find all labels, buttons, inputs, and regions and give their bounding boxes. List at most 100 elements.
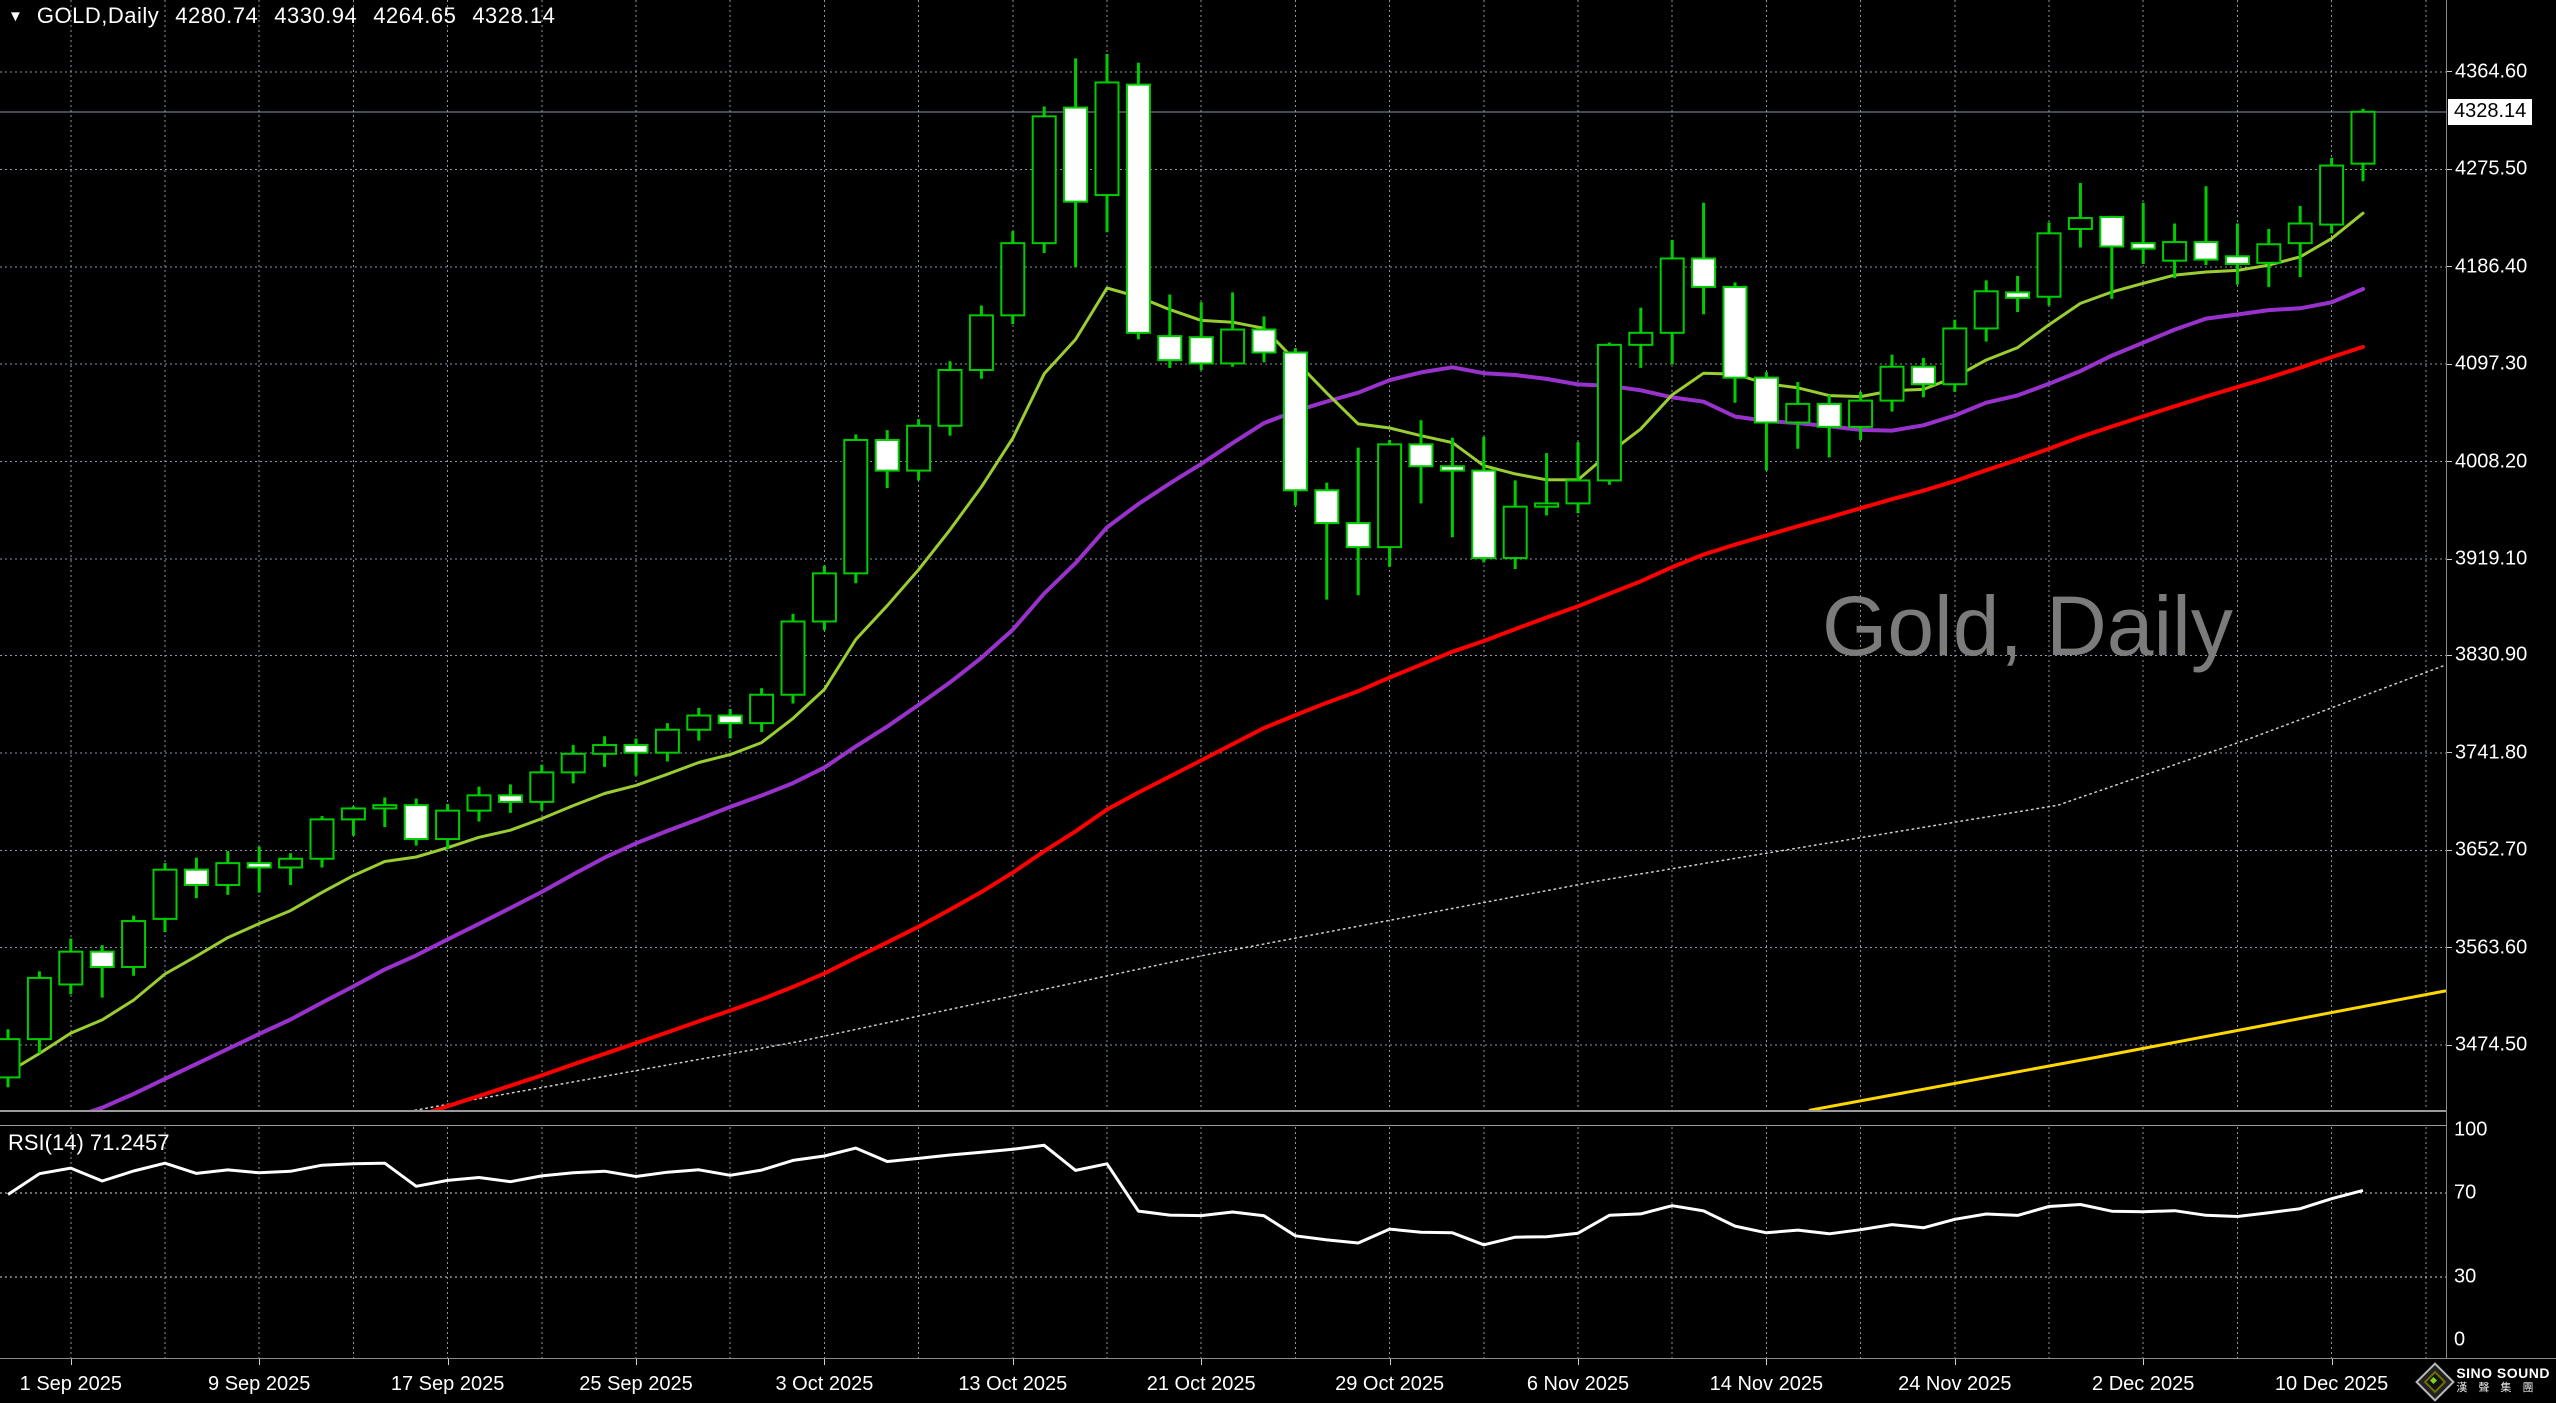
bear-candle-body — [1157, 335, 1183, 362]
bull-candle-body — [592, 744, 618, 755]
price-axis-tick — [2447, 168, 2452, 170]
ohlc-high-value: 4330.94 — [274, 3, 358, 28]
bull-candle-body — [968, 314, 994, 371]
time-axis-tick — [1954, 1359, 1956, 1365]
bull-candle-body — [2256, 243, 2282, 264]
bear-candle-body — [1471, 469, 1497, 560]
bull-candle-body — [0, 1038, 21, 1079]
rsi-indicator-label: RSI(14) 71.2457 — [8, 1130, 170, 1155]
rsi-panel-canvas[interactable] — [0, 1127, 2446, 1358]
bear-candle-body — [623, 744, 649, 754]
bull-candle-body — [340, 807, 366, 821]
bull-candle-body — [906, 424, 932, 472]
time-axis-label: 24 Nov 2025 — [1898, 1373, 2012, 1395]
price-axis-tick — [2447, 849, 2452, 851]
time-axis-label: 6 Nov 2025 — [1526, 1373, 1630, 1395]
time-axis-tick — [824, 1359, 826, 1365]
price-axis-label: 3474.50 — [2455, 1033, 2528, 1056]
ma-slow-red-line — [429, 344, 2365, 1110]
bull-candle-body — [1973, 290, 1999, 330]
bull-candle-body — [780, 620, 806, 696]
price-axis-tick — [2447, 461, 2452, 463]
price-axis-label: 4186.40 — [2455, 255, 2528, 278]
bull-candle-body — [2036, 232, 2062, 298]
ohlc-low-value: 4264.65 — [373, 3, 457, 28]
bear-candle-body — [1408, 443, 1434, 468]
time-axis-tick — [1389, 1359, 1391, 1365]
bull-candle-body — [26, 976, 52, 1041]
bull-candle-body — [1848, 399, 1874, 428]
panel-separator[interactable] — [0, 1110, 2447, 1112]
price-axis-label: 4097.30 — [2455, 352, 2528, 375]
bear-candle-body — [403, 804, 429, 841]
bull-candle-body — [1094, 81, 1120, 197]
bull-candle-body — [686, 714, 712, 731]
time-axis-label: 1 Sep 2025 — [19, 1373, 122, 1395]
bull-candle-body — [2319, 164, 2345, 226]
price-axis-tick — [2447, 654, 2452, 656]
bear-candle-body — [2099, 215, 2125, 248]
price-axis-tick — [2447, 71, 2452, 73]
rsi-axis-label: 0 — [2454, 1328, 2466, 1351]
price-axis-label: 4275.50 — [2455, 157, 2528, 180]
price-axis-label: 3741.80 — [2455, 741, 2528, 764]
bear-candle-body — [1188, 336, 1214, 365]
bull-candle-body — [560, 752, 586, 774]
ma-fast-yellowgreen-line — [6, 211, 2365, 1074]
time-axis-tick — [1766, 1359, 1768, 1365]
bear-candle-body — [1125, 83, 1151, 334]
ohlc-close-value: 4328.14 — [472, 3, 556, 28]
price-axis[interactable]: 4364.60 4275.50 4186.40 4097.30 4008.20 3919.… — [2446, 0, 2556, 1358]
ma-yellow-line — [1808, 989, 2446, 1110]
bull-candle-body — [466, 794, 492, 812]
bull-candle-body — [435, 809, 461, 841]
bear-candle-body — [183, 868, 209, 886]
bull-candle-body — [1565, 479, 1591, 505]
time-axis-tick — [447, 1359, 449, 1365]
bear-candle-body — [89, 950, 115, 968]
bull-candle-body — [2287, 222, 2313, 245]
bear-candle-body — [1282, 351, 1308, 492]
bull-candle-body — [121, 920, 147, 968]
price-axis-tick — [2447, 947, 2452, 949]
bear-candle-body — [1345, 522, 1371, 549]
bear-candle-body — [1722, 285, 1748, 379]
bull-candle-body — [1377, 443, 1403, 549]
time-axis-tick — [2331, 1359, 2333, 1365]
bull-candle-body — [811, 572, 837, 623]
bull-candle-body — [654, 728, 680, 754]
price-axis-label: 4364.60 — [2455, 60, 2528, 83]
chart-header: ▼ GOLD,Daily 4280.74 4330.94 4264.65 432… — [8, 2, 555, 30]
rsi-axis-label: 100 — [2454, 1118, 2488, 1141]
price-chart-canvas[interactable] — [0, 0, 2446, 1110]
price-axis-tick — [2447, 363, 2452, 365]
sino-sound-diamond-icon — [2415, 1362, 2456, 1402]
bull-candle-body — [309, 818, 335, 860]
bull-candle-body — [1534, 502, 1560, 508]
time-axis-tick — [2143, 1359, 2145, 1365]
rsi-axis-label: 70 — [2454, 1181, 2477, 1204]
symbol-dropdown-icon[interactable]: ▼ — [8, 7, 23, 25]
bear-candle-body — [1691, 257, 1717, 288]
bull-candle-body — [1000, 242, 1026, 317]
ohlc-open-value: 4280.74 — [175, 3, 259, 28]
time-axis-label: 14 Nov 2025 — [1709, 1373, 1824, 1395]
bull-candle-body — [1596, 343, 1622, 482]
price-axis-label: 3830.90 — [2455, 643, 2528, 666]
bull-candle-body — [1220, 328, 1246, 365]
rsi-axis-label: 30 — [2454, 1265, 2477, 1288]
time-axis[interactable]: SINO SOUND 漢 聲 集 團 1 Sep 2025 9 Sep 2025 1… — [0, 1358, 2556, 1403]
broker-logo: SINO SOUND 漢 聲 集 團 — [2415, 1362, 2550, 1402]
bull-candle-body — [1785, 402, 1811, 424]
price-axis-tick — [2447, 752, 2452, 754]
bear-candle-body — [874, 438, 900, 472]
price-axis-label: 3652.70 — [2455, 838, 2528, 861]
time-axis-label: 29 Oct 2025 — [1335, 1373, 1445, 1395]
bull-candle-body — [1502, 505, 1528, 560]
time-axis-label: 3 Oct 2025 — [775, 1373, 874, 1395]
bull-candle-body — [58, 950, 84, 986]
chart-watermark: Gold, Daily — [1822, 579, 2233, 673]
bull-candle-body — [278, 857, 304, 869]
bear-candle-body — [1314, 489, 1340, 525]
price-axis-label: 4008.20 — [2455, 450, 2528, 473]
